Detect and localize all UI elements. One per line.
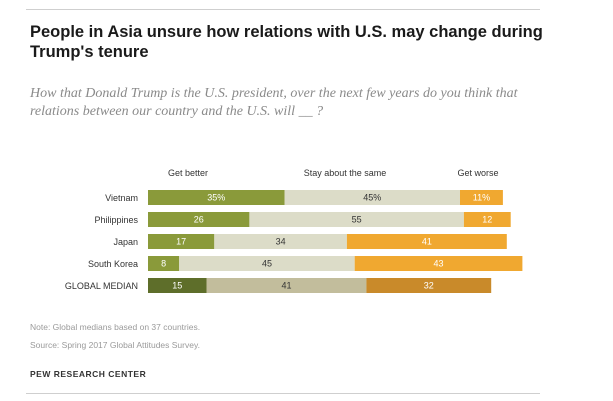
category-label: Philippines [94,215,138,225]
bottom-divider [26,393,540,394]
data-label: 15 [172,281,182,291]
data-label: 41 [422,237,432,247]
data-label: 43 [434,259,444,269]
chart-title: People in Asia unsure how relations with… [30,23,543,61]
data-label: 11% [473,193,490,203]
legend-get-better: Get better [168,168,208,178]
data-label: 17 [176,237,186,247]
bar-segment [179,256,355,271]
bar-segment [460,190,503,205]
top-divider [26,9,540,10]
data-label: 55 [352,215,362,225]
category-label: GLOBAL MEDIAN [65,281,138,291]
data-label: 8 [161,259,166,269]
data-label: 41 [281,281,291,291]
category-label: Japan [113,237,138,247]
data-label: 12 [482,215,492,225]
bar-segment [148,234,215,249]
bar-segment [148,256,180,271]
data-label: 45% [363,193,381,203]
bar-segment [354,256,523,271]
org-credit: PEW RESEARCH CENTER [30,369,147,379]
legend-stay-about-the-same: Stay about the same [304,168,387,178]
category-label: South Korea [88,259,138,269]
bar-segment [206,278,367,293]
category-label: Vietnam [105,193,138,203]
bar-segment [249,212,464,227]
note-text: Note: Global medians based on 37 countri… [30,322,201,332]
bar-segment [148,190,285,205]
data-label: 32 [424,281,434,291]
data-label: 35% [207,193,225,203]
source-text: Source: Spring 2017 Global Attitudes Sur… [30,340,200,350]
bar-segment [346,234,507,249]
data-label: 34 [276,237,286,247]
data-label: 45 [262,259,272,269]
bar-segment [214,234,347,249]
bar-segment [148,278,207,293]
bar-segment [148,212,250,227]
data-label: 26 [194,215,204,225]
legend-get-worse: Get worse [457,168,498,178]
bar-segment [366,278,492,293]
bar-segment [284,190,460,205]
chart-subtitle: How that Donald Trump is the U.S. presid… [30,86,518,119]
bar-segment [463,212,511,227]
